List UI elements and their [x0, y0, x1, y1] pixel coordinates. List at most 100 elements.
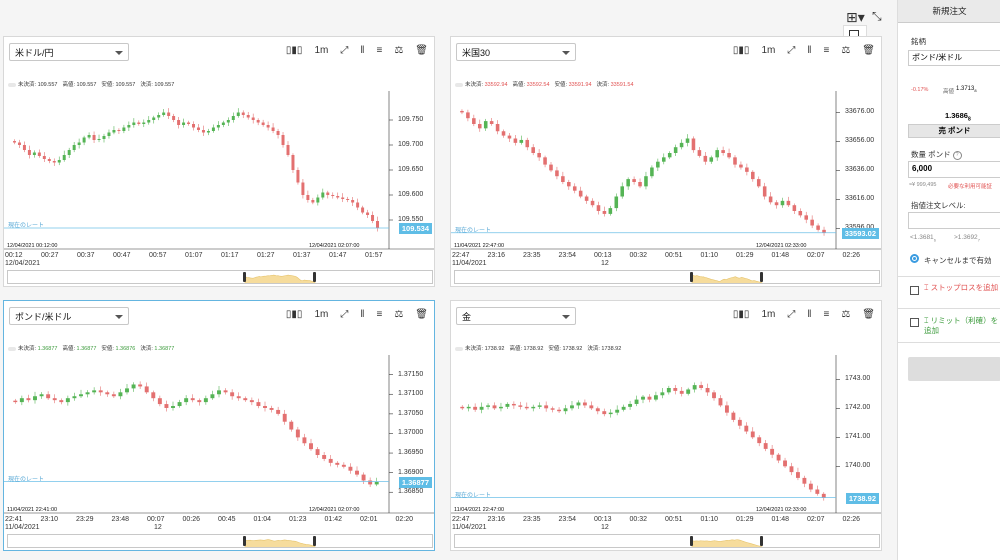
- x-tick-label: 22:41: [5, 516, 23, 523]
- symbol-select[interactable]: 米国30: [456, 43, 576, 61]
- candle-body: [266, 125, 270, 128]
- timeframe-icon[interactable]: 1m: [314, 45, 329, 56]
- timeframe-icon[interactable]: 1m: [761, 309, 776, 320]
- x-tick-label: 00:51: [665, 252, 683, 259]
- chart-panel[interactable]: ポンド/米ドル ▯▮▯ 1m ⤢ ǁ ≡ ⚖ 🗑 未決済: 1.36877 高値: 1.36877…: [3, 300, 435, 551]
- delete-icon[interactable]: 🗑: [415, 309, 428, 320]
- candle-body: [660, 392, 665, 396]
- change-percent: -0.17%: [911, 87, 929, 93]
- timeframe-icon[interactable]: 1m: [761, 45, 776, 56]
- symbol-select[interactable]: 米ドル/円: [9, 43, 129, 61]
- range-end-date: 12/04/2021 02:33:00: [756, 243, 807, 249]
- candle-body: [72, 145, 76, 150]
- y-tick-label: 33656.00: [845, 137, 875, 145]
- candle-body: [780, 200, 785, 206]
- range-navigator[interactable]: [7, 534, 433, 548]
- visibility-toggle-icon[interactable]: [455, 82, 463, 87]
- chart-panel[interactable]: 金 ▯▮▯ 1m ⤢ ǁ ≡ ⚖ 🗑 未決済: 1738.92 高値: 1738.92 安値: 17…: [450, 300, 882, 551]
- range-navigator[interactable]: [7, 270, 433, 284]
- scale-icon[interactable]: ⚖: [841, 45, 851, 56]
- range-navigator[interactable]: [454, 534, 880, 548]
- visibility-toggle-icon[interactable]: [8, 346, 16, 351]
- candle-body: [249, 400, 254, 403]
- limit-level-input[interactable]: [908, 212, 1000, 229]
- scale-icon[interactable]: ⚖: [841, 309, 851, 320]
- indicator-icon[interactable]: ⤢: [787, 45, 796, 56]
- draw-icon[interactable]: ǁ: [360, 309, 365, 320]
- navigator-handle[interactable]: [313, 536, 316, 546]
- tools-icon[interactable]: ≡: [823, 45, 830, 56]
- candle-body: [236, 396, 241, 399]
- chart-type-icon[interactable]: ▯▮▯: [285, 309, 303, 320]
- fullscreen-icon[interactable]: ⤡: [872, 9, 882, 23]
- indicator-icon[interactable]: ⤢: [340, 309, 349, 320]
- candle-body: [667, 153, 672, 158]
- y-tick-label: 1.36950: [398, 449, 424, 457]
- x-tick-label: 02:01: [360, 516, 378, 523]
- x-tick-label: 02:26: [842, 252, 861, 259]
- candle-body: [184, 398, 189, 403]
- quantity-input[interactable]: 6,000: [908, 161, 1000, 178]
- draw-icon[interactable]: ǁ: [360, 45, 365, 56]
- tools-icon[interactable]: ≡: [376, 45, 383, 56]
- indicator-icon[interactable]: ⤢: [340, 45, 349, 56]
- chart-type-icon[interactable]: ▯▮▯: [285, 45, 303, 56]
- candlestick-chart[interactable]: [4, 301, 434, 550]
- draw-icon[interactable]: ǁ: [807, 309, 812, 320]
- candle-body: [507, 135, 512, 139]
- tools-icon[interactable]: ≡: [823, 309, 830, 320]
- chart-panel[interactable]: 米国30 ▯▮▯ 1m ⤢ ǁ ≡ ⚖ 🗑 未決済: 33592.94 高値: 33592.54 安…: [450, 36, 882, 287]
- help-icon[interactable]: ?: [952, 150, 962, 160]
- candle-body: [105, 392, 110, 395]
- stop-loss-checkbox[interactable]: [910, 286, 919, 295]
- navigator-handle[interactable]: [690, 536, 693, 546]
- limit-profit-checkbox[interactable]: [910, 318, 919, 327]
- validity-radio[interactable]: [910, 254, 919, 263]
- limit-order-label: 指値注文レベル:: [911, 201, 966, 210]
- candle-body: [555, 170, 559, 177]
- candlestick-chart[interactable]: [451, 301, 881, 550]
- submit-order-button[interactable]: [908, 357, 1000, 381]
- sell-button[interactable]: 売 ポンド: [908, 124, 1000, 138]
- candle-body: [634, 399, 639, 404]
- candlestick-chart[interactable]: [451, 37, 881, 286]
- delete-icon[interactable]: 🗑: [862, 45, 875, 56]
- candle-body: [269, 407, 274, 410]
- visibility-toggle-icon[interactable]: [455, 346, 463, 351]
- indicator-icon[interactable]: ⤢: [787, 309, 796, 320]
- chart-type-icon[interactable]: ▯▮▯: [732, 45, 750, 56]
- delete-icon[interactable]: 🗑: [862, 309, 875, 320]
- scale-icon[interactable]: ⚖: [394, 309, 404, 320]
- symbol-select[interactable]: 金: [456, 307, 576, 325]
- candle-body: [271, 127, 275, 131]
- navigator-handle[interactable]: [760, 272, 763, 282]
- chart-type-icon[interactable]: ▯▮▯: [732, 309, 750, 320]
- x-tick-label: 00:27: [41, 252, 59, 259]
- grid-layout-icon[interactable]: ⊞▾: [846, 9, 865, 25]
- draw-icon[interactable]: ǁ: [807, 45, 812, 56]
- navigator-handle[interactable]: [313, 272, 316, 282]
- candle-body: [549, 164, 553, 171]
- candle-body: [131, 384, 136, 389]
- visibility-toggle-icon[interactable]: [8, 82, 16, 87]
- delete-icon[interactable]: 🗑: [415, 45, 428, 56]
- navigator-handle[interactable]: [243, 272, 246, 282]
- symbol-select[interactable]: ポンド/米ドル: [9, 307, 129, 325]
- x-tick-label: 01:10: [700, 516, 719, 523]
- symbol-select[interactable]: ポンド/米ドル: [908, 50, 1000, 66]
- candle-body: [691, 138, 696, 151]
- navigator-handle[interactable]: [690, 272, 693, 282]
- x-tick-label: 01:29: [736, 516, 754, 523]
- range-navigator[interactable]: [454, 270, 880, 284]
- candlestick-chart[interactable]: [4, 37, 434, 286]
- order-ticket: 新規注文 銘柄 ポンド/米ドル -0.17% 高値 1.37138 1.3686…: [897, 0, 1000, 560]
- navigator-handle[interactable]: [760, 536, 763, 546]
- candle-body: [301, 182, 305, 195]
- candle-body: [261, 122, 265, 125]
- chart-panel[interactable]: 米ドル/円 ▯▮▯ 1m ⤢ ǁ ≡ ⚖ 🗑 未決済: 109.557 高値: 109.557 安値…: [3, 36, 435, 287]
- timeframe-icon[interactable]: 1m: [314, 309, 329, 320]
- navigator-handle[interactable]: [243, 536, 246, 546]
- tools-icon[interactable]: ≡: [376, 309, 383, 320]
- scale-icon[interactable]: ⚖: [394, 45, 404, 56]
- candle-body: [98, 390, 103, 393]
